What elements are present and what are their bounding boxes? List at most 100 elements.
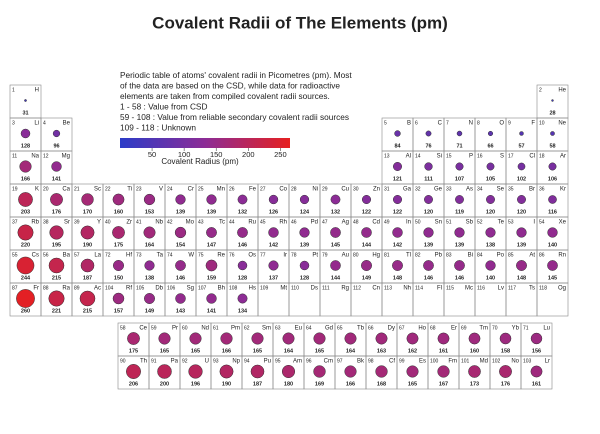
radius-circle	[548, 195, 557, 204]
radius-value: 58	[549, 143, 555, 149]
atomic-number: 108	[229, 285, 238, 291]
description-line: Periodic table of atoms' covalent radii …	[120, 70, 352, 80]
radius-value: 169	[315, 381, 324, 387]
radius-value: 139	[300, 242, 309, 248]
element-symbol: S	[500, 154, 504, 160]
radius-value: 138	[486, 242, 495, 248]
element-symbol: Co	[279, 187, 287, 193]
element-symbol: Bi	[468, 253, 473, 259]
element-symbol: Sr	[64, 220, 70, 226]
atomic-number: 69	[461, 325, 467, 331]
element-symbol: Tl	[406, 253, 411, 259]
radius-circle	[313, 365, 326, 378]
element-symbol: Ca	[62, 187, 70, 193]
element-symbol: Lu	[543, 326, 550, 332]
element-symbol: Cu	[341, 187, 349, 193]
radius-circle	[517, 195, 526, 204]
atomic-number: 59	[151, 325, 157, 331]
element-symbol: Ac	[94, 286, 101, 292]
atomic-number: 1	[12, 87, 15, 93]
element-symbol: Ra	[62, 286, 70, 292]
radius-circle	[251, 332, 264, 345]
atomic-number: 10	[539, 120, 545, 126]
radius-value: 244	[21, 275, 31, 281]
radius-value: 160	[114, 209, 123, 215]
radius-value: 116	[548, 209, 557, 215]
atomic-number: 117	[508, 285, 516, 291]
radius-value: 153	[145, 209, 154, 215]
description-line: elements are taken from compiled covalen…	[120, 91, 330, 101]
radius-value: 105	[486, 176, 495, 182]
element-symbol: H	[35, 88, 39, 94]
radius-value: 200	[160, 381, 169, 387]
radius-circle	[392, 227, 403, 238]
radius-circle	[237, 227, 248, 238]
element-symbol: Ts	[529, 286, 535, 292]
colorbar-tick-label: 150	[210, 150, 223, 159]
radius-circle	[268, 260, 279, 271]
element-symbol: C	[438, 121, 443, 127]
colorbar-tick-label: 250	[274, 150, 287, 159]
element-symbol: Am	[293, 359, 302, 365]
colorbar-tick-label: 200	[242, 150, 255, 159]
atomic-number: 76	[229, 252, 235, 258]
element-symbol: Al	[406, 154, 411, 160]
radius-value: 164	[145, 242, 155, 248]
atomic-number: 28	[291, 186, 297, 192]
element-symbol: Cd	[372, 220, 380, 226]
radius-circle	[205, 259, 218, 272]
radius-value: 139	[455, 242, 464, 248]
description-line: 59 - 108 : Value from reliable secondary…	[120, 112, 349, 122]
radius-circle	[455, 195, 464, 204]
radius-value: 140	[548, 242, 557, 248]
radius-circle	[52, 129, 61, 138]
element-symbol: Db	[155, 286, 163, 292]
radius-value: 71	[456, 143, 462, 149]
radius-circle	[516, 227, 527, 238]
radius-circle	[189, 332, 202, 345]
atomic-number: 41	[136, 219, 142, 225]
element-symbol: Be	[63, 121, 71, 127]
radius-circle	[175, 293, 186, 304]
element-symbol: Rn	[558, 253, 566, 259]
radius-circle	[220, 332, 233, 345]
atomic-number: 84	[477, 252, 483, 258]
radius-value: 139	[207, 209, 216, 215]
element-symbol: B	[407, 121, 411, 127]
radius-value: 106	[548, 176, 557, 182]
radius-circle	[406, 332, 419, 345]
element-symbol: Cm	[324, 359, 333, 365]
element-symbol: Ba	[63, 253, 71, 259]
radius-circle	[551, 99, 554, 102]
atomic-number: 19	[12, 186, 18, 192]
radius-value: 206	[129, 381, 138, 387]
radius-circle	[393, 162, 402, 171]
radius-circle	[313, 332, 326, 345]
radius-circle	[16, 289, 35, 308]
radius-circle	[330, 194, 341, 205]
atomic-number: 103	[523, 358, 532, 364]
radius-circle	[487, 130, 494, 137]
radius-circle	[486, 195, 495, 204]
radius-value: 146	[424, 275, 433, 281]
atomic-number: 52	[477, 219, 483, 225]
radius-circle	[268, 227, 279, 238]
radius-circle	[158, 332, 171, 345]
atomic-number: 78	[291, 252, 297, 258]
radius-value: 215	[83, 308, 92, 314]
radius-value: 165	[191, 348, 200, 354]
element-symbol: Og	[558, 286, 566, 292]
element-symbol: W	[188, 253, 194, 259]
element-symbol: Mo	[186, 220, 195, 226]
radius-value: 141	[207, 308, 216, 314]
radius-circle	[530, 332, 543, 345]
atomic-number: 114	[415, 285, 423, 291]
atomic-number: 30	[353, 186, 359, 192]
element-symbol: No	[511, 359, 519, 365]
radius-value: 146	[455, 275, 464, 281]
radius-value: 161	[439, 348, 448, 354]
atomic-number: 60	[182, 325, 188, 331]
atomic-number: 50	[415, 219, 421, 225]
atomic-number: 33	[446, 186, 452, 192]
